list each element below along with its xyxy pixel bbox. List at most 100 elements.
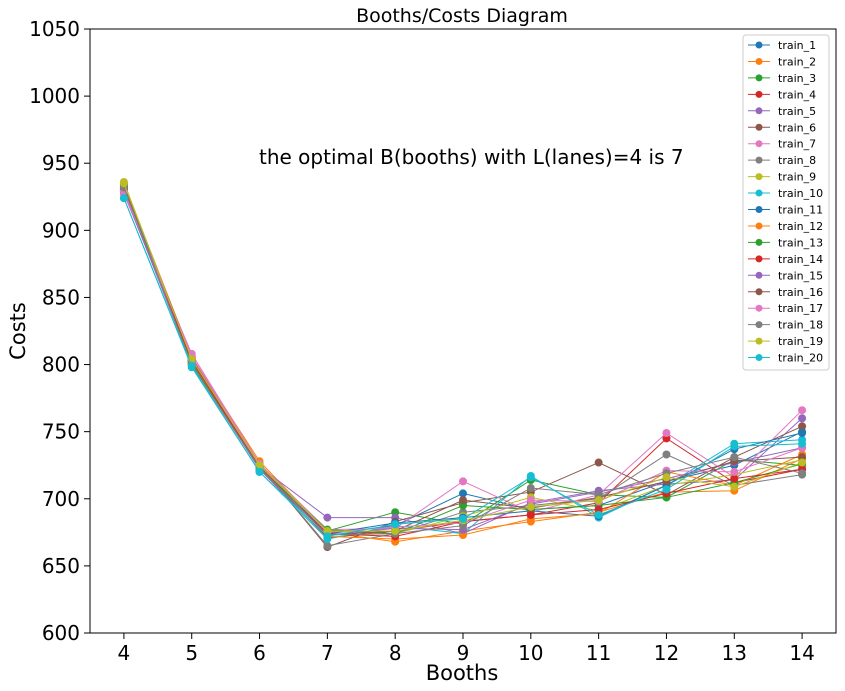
data-point — [255, 461, 264, 470]
data-point — [798, 406, 807, 415]
legend-marker — [755, 288, 763, 296]
legend-label: train_15 — [778, 269, 823, 282]
data-point — [391, 520, 400, 529]
plot-area — [90, 29, 836, 633]
y-axis-title: Costs — [6, 302, 30, 360]
legend-item: train_12 — [748, 220, 823, 233]
data-point — [594, 496, 603, 505]
legend-marker — [755, 255, 763, 263]
x-tick-label: 5 — [185, 641, 198, 665]
legend-item: train_16 — [748, 286, 823, 299]
y-tick-label: 1000 — [29, 84, 80, 108]
x-tick-label: 11 — [586, 641, 611, 665]
legend-label: train_19 — [778, 335, 823, 348]
legend-marker — [755, 222, 763, 230]
x-axis-ticks: 4 5 6 7 8 9 10 11 12 13 14 — [118, 633, 815, 665]
legend-label: train_2 — [778, 55, 816, 68]
x-tick-label: 9 — [457, 641, 470, 665]
legend-marker — [755, 74, 763, 82]
legend-item: train_6 — [748, 121, 816, 134]
legend-label: train_8 — [778, 154, 816, 167]
legend-item: train_9 — [748, 171, 816, 184]
data-point — [730, 467, 739, 476]
legend-item: train_18 — [748, 319, 823, 332]
legend-label: train_6 — [778, 121, 816, 134]
legend-label: train_3 — [778, 72, 816, 85]
data-point — [526, 473, 535, 482]
legend-marker — [755, 354, 763, 362]
y-tick-label: 800 — [42, 353, 80, 377]
data-point — [459, 496, 467, 505]
legend-item: train_13 — [748, 236, 823, 249]
legend-marker — [755, 238, 763, 246]
legend-item: train_11 — [748, 204, 823, 217]
y-tick-label: 900 — [42, 218, 80, 242]
x-tick-label: 7 — [321, 641, 334, 665]
y-tick-label: 750 — [42, 420, 80, 444]
x-tick-label: 13 — [722, 641, 747, 665]
legend-label: train_4 — [778, 88, 816, 101]
y-tick-label: 850 — [42, 285, 80, 309]
data-point — [662, 485, 671, 494]
x-tick-label: 10 — [518, 641, 543, 665]
legend-marker — [755, 189, 763, 197]
x-tick-label: 6 — [253, 641, 266, 665]
data-point — [594, 458, 603, 467]
data-point — [323, 541, 332, 550]
legend-label: train_9 — [778, 171, 816, 184]
data-point — [798, 439, 807, 448]
legend-item: train_4 — [748, 88, 816, 101]
data-point — [730, 482, 739, 491]
y-tick-label: 1050 — [29, 17, 80, 41]
data-point — [730, 442, 739, 451]
legend-item: train_3 — [748, 72, 816, 85]
legend-item: train_15 — [748, 269, 823, 282]
legend-item: train_19 — [748, 335, 823, 348]
legend-label: train_5 — [778, 105, 816, 118]
legend-label: train_7 — [778, 138, 816, 151]
x-tick-label: 12 — [654, 641, 679, 665]
data-point — [459, 489, 467, 498]
y-tick-label: 650 — [42, 554, 80, 578]
y-tick-label: 600 — [42, 621, 80, 645]
legend-marker — [755, 321, 763, 329]
data-point — [662, 450, 671, 459]
legend-marker — [755, 140, 763, 148]
legend-item: train_5 — [748, 105, 816, 118]
optimal-annotation: the optimal B(booths) with L(lanes)=4 is… — [259, 145, 684, 169]
series-layer — [119, 178, 807, 552]
legend-marker — [755, 156, 763, 164]
data-point — [187, 361, 196, 370]
data-point — [798, 422, 807, 431]
data-point — [798, 469, 807, 478]
data-point — [798, 429, 807, 438]
legend-marker — [755, 173, 763, 181]
legend-marker — [755, 337, 763, 345]
legend-marker — [755, 123, 763, 131]
data-point — [526, 484, 535, 493]
legend-item: train_10 — [748, 187, 823, 200]
data-point — [391, 526, 400, 535]
legend-label: train_10 — [778, 187, 823, 200]
data-point — [662, 473, 671, 482]
data-point — [730, 453, 739, 462]
legend-label: train_11 — [778, 204, 823, 217]
legend-marker — [755, 107, 763, 115]
data-point — [526, 502, 535, 511]
legend-item: train_2 — [748, 55, 816, 68]
legend-label: train_14 — [778, 253, 823, 266]
legend-label: train_16 — [778, 286, 823, 299]
legend-label: train_13 — [778, 236, 823, 249]
y-tick-label: 700 — [42, 487, 80, 511]
legend-item: train_1 — [748, 39, 816, 52]
data-point — [255, 467, 264, 476]
legend-item: train_17 — [748, 302, 823, 315]
data-point — [662, 429, 671, 438]
data-point — [323, 513, 332, 522]
data-point — [119, 194, 128, 203]
legend-marker — [755, 57, 763, 65]
legend-label: train_12 — [778, 220, 823, 233]
legend-item: train_14 — [748, 253, 823, 266]
x-tick-label: 14 — [789, 641, 814, 665]
